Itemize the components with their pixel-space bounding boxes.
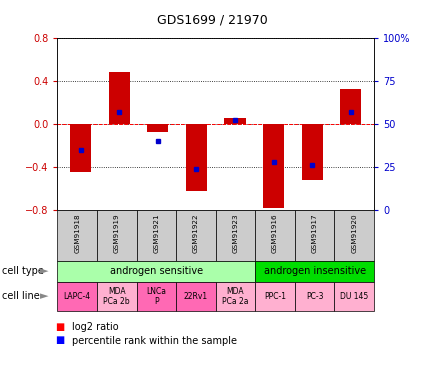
Bar <box>57 261 255 282</box>
Bar <box>186 124 207 190</box>
Bar <box>57 282 97 310</box>
Text: 22Rv1: 22Rv1 <box>184 292 208 301</box>
Bar <box>340 89 361 124</box>
Bar <box>176 282 215 310</box>
Text: androgen sensitive: androgen sensitive <box>110 267 203 276</box>
Text: MDA
PCa 2b: MDA PCa 2b <box>103 287 130 306</box>
Bar <box>302 124 323 180</box>
Bar <box>215 210 255 261</box>
Bar <box>136 282 176 310</box>
Text: PC-3: PC-3 <box>306 292 323 301</box>
Bar <box>255 261 374 282</box>
Text: percentile rank within the sample: percentile rank within the sample <box>72 336 237 345</box>
Bar <box>295 282 334 310</box>
Bar <box>176 210 215 261</box>
Text: GSM91918: GSM91918 <box>74 213 80 253</box>
Bar <box>136 210 176 261</box>
Bar <box>97 210 136 261</box>
Text: GSM91923: GSM91923 <box>232 213 238 253</box>
Bar <box>334 282 374 310</box>
Text: GSM91916: GSM91916 <box>272 213 278 253</box>
Text: ►: ► <box>40 291 49 302</box>
Text: log2 ratio: log2 ratio <box>72 322 119 332</box>
Bar <box>224 118 246 124</box>
Text: LNCa
P: LNCa P <box>146 287 166 306</box>
Text: cell line: cell line <box>2 291 40 302</box>
Bar <box>70 124 91 172</box>
Bar <box>295 210 334 261</box>
Text: GSM91922: GSM91922 <box>193 213 199 253</box>
Bar <box>334 210 374 261</box>
Bar <box>108 72 130 124</box>
Bar <box>263 124 284 208</box>
Bar <box>215 282 255 310</box>
Bar <box>255 210 295 261</box>
Text: DU 145: DU 145 <box>340 292 368 301</box>
Text: ■: ■ <box>55 336 65 345</box>
Bar <box>97 282 136 310</box>
Text: ■: ■ <box>55 322 65 332</box>
Text: androgen insensitive: androgen insensitive <box>264 267 366 276</box>
Text: cell type: cell type <box>2 267 44 276</box>
Text: ►: ► <box>40 267 49 276</box>
Bar <box>255 282 295 310</box>
Text: GSM91917: GSM91917 <box>312 213 317 253</box>
Text: GSM91921: GSM91921 <box>153 213 159 253</box>
Text: GDS1699 / 21970: GDS1699 / 21970 <box>157 13 268 26</box>
Text: LAPC-4: LAPC-4 <box>64 292 91 301</box>
Text: GSM91919: GSM91919 <box>114 213 120 253</box>
Text: GSM91920: GSM91920 <box>351 213 357 253</box>
Text: PPC-1: PPC-1 <box>264 292 286 301</box>
Bar <box>147 124 168 132</box>
Bar <box>57 210 97 261</box>
Text: MDA
PCa 2a: MDA PCa 2a <box>222 287 249 306</box>
